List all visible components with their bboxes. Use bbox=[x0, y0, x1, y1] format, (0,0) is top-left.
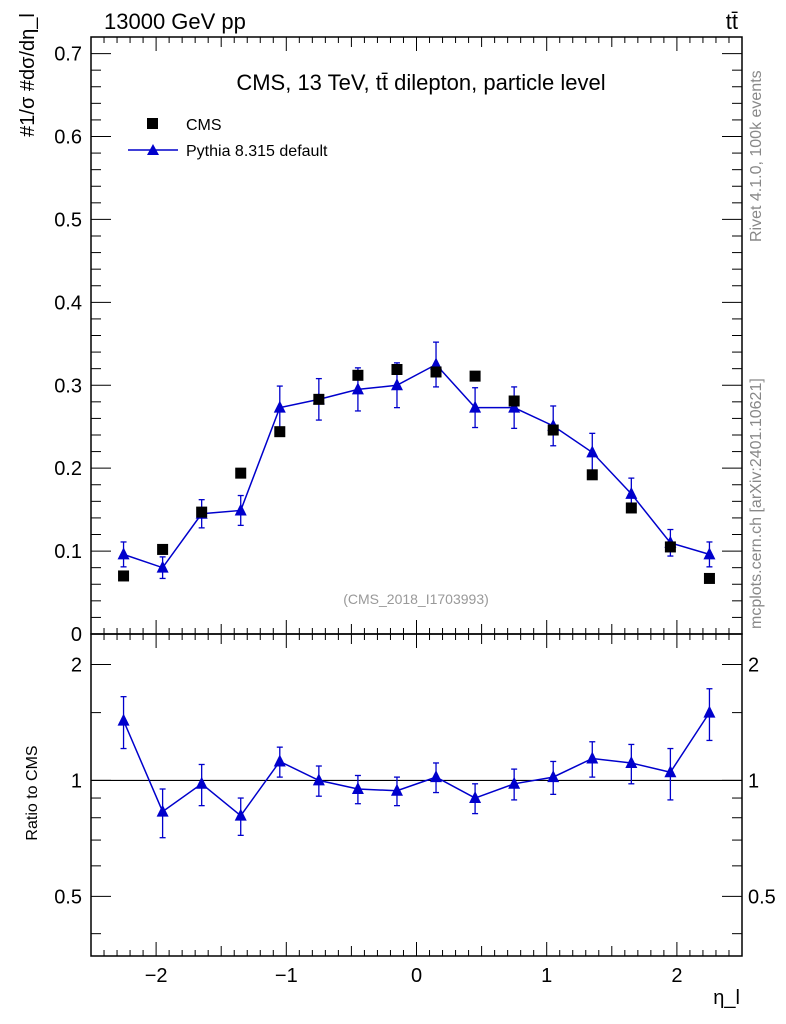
pythia-point bbox=[625, 486, 638, 499]
ratio-point bbox=[234, 808, 247, 821]
ratio-point bbox=[312, 773, 325, 786]
rivet-version-label: Rivet 4.1.0, 100k events bbox=[748, 70, 765, 242]
ratio-y-tick-label-right: 2 bbox=[748, 654, 759, 676]
x-tick-label: −2 bbox=[145, 965, 168, 987]
ratio-y-axis-label: Ratio to CMS bbox=[24, 745, 41, 840]
ratio-point bbox=[195, 776, 208, 789]
legend-marker-cms bbox=[147, 118, 158, 129]
ratio-point bbox=[469, 791, 482, 804]
pythia-point bbox=[469, 400, 482, 413]
ratio-point bbox=[351, 781, 364, 794]
mcplots-label: mcplots.cern.ch [arXiv:2401.10621] bbox=[748, 378, 765, 629]
ratio-plot-frame bbox=[90, 633, 743, 957]
ratio-point bbox=[117, 713, 130, 726]
x-tick-label: −1 bbox=[275, 965, 298, 987]
x-axis-label: η_l bbox=[713, 987, 740, 1009]
cms-point bbox=[625, 502, 637, 514]
ratio-point bbox=[273, 754, 286, 767]
header-right-label: tt̄ bbox=[726, 9, 738, 34]
ratio-point bbox=[625, 755, 638, 768]
pythia-point bbox=[390, 378, 403, 391]
pythia-point bbox=[508, 400, 521, 413]
legend-marker-pythia bbox=[147, 144, 159, 155]
cms-point bbox=[547, 424, 559, 436]
cms-point bbox=[352, 369, 364, 381]
cms-point bbox=[196, 506, 208, 518]
y-tick-label: 0.4 bbox=[54, 292, 82, 314]
main-axes: 0 0.1 0.2 0.3 0.4 0.5 0.6 0.7 bbox=[54, 36, 743, 646]
analysis-watermark: (CMS_2018_I1703993) bbox=[343, 591, 489, 607]
ratio-data bbox=[117, 688, 716, 839]
ratio-y-tick-label-right: 0.5 bbox=[748, 886, 776, 908]
cms-point bbox=[157, 543, 169, 555]
legend-label-cms: CMS bbox=[186, 117, 222, 134]
plot-title: CMS, 13 TeV, tt̄ dilepton, particle leve… bbox=[236, 70, 605, 95]
x-tick-label: 1 bbox=[541, 965, 552, 987]
y-tick-label: 0.5 bbox=[54, 209, 82, 231]
x-tick-label: 0 bbox=[411, 965, 422, 987]
cms-point bbox=[469, 370, 481, 382]
y-tick-label: 0.1 bbox=[54, 541, 82, 563]
ratio-point bbox=[390, 783, 403, 796]
y-tick-label: 0.7 bbox=[54, 44, 82, 66]
ratio-y-tick-label: 1 bbox=[71, 770, 82, 792]
ratio-y-tick-label-right: 1 bbox=[748, 770, 759, 792]
pythia-point bbox=[586, 445, 599, 458]
y-tick-label: 0.2 bbox=[54, 458, 82, 480]
ratio-line bbox=[122, 712, 711, 817]
pythia-point bbox=[351, 382, 364, 395]
pythia-point bbox=[117, 547, 130, 560]
cms-point bbox=[586, 469, 598, 481]
legend-label-pythia: Pythia 8.315 default bbox=[186, 143, 328, 160]
pythia-point bbox=[273, 400, 286, 413]
cms-point bbox=[235, 467, 247, 479]
ratio-y-tick-label: 2 bbox=[71, 654, 82, 676]
cms-point bbox=[391, 363, 403, 375]
y-tick-label: 0.6 bbox=[54, 127, 82, 149]
ratio-y-tick-label: 0.5 bbox=[54, 886, 82, 908]
y-axis-label: #1/σ #dσ/dη_l bbox=[17, 13, 39, 137]
pythia-point bbox=[156, 560, 169, 573]
ratio-axes: −2 −1 0 1 2 0.5 0.5 1 1 2 2 bbox=[54, 634, 776, 987]
cms-point bbox=[274, 426, 286, 438]
cms-point bbox=[664, 541, 676, 553]
ratio-point bbox=[703, 705, 716, 718]
pythia-point bbox=[234, 503, 247, 516]
legend: CMS Pythia 8.315 default bbox=[128, 117, 328, 160]
cms-point bbox=[703, 572, 715, 584]
pythia-line bbox=[123, 363, 710, 569]
cms-point bbox=[118, 570, 130, 582]
cms-point bbox=[313, 393, 325, 405]
y-tick-label: 0.3 bbox=[54, 375, 82, 397]
ratio-point bbox=[586, 751, 599, 764]
header-left-label: 13000 GeV pp bbox=[104, 9, 246, 34]
ratio-point bbox=[547, 770, 560, 783]
cms-point bbox=[430, 366, 442, 378]
x-tick-label: 2 bbox=[671, 965, 682, 987]
ratio-point bbox=[508, 776, 521, 789]
pythia-point bbox=[703, 547, 716, 560]
ratio-point bbox=[664, 765, 677, 778]
cms-point bbox=[508, 395, 520, 407]
ratio-point bbox=[156, 804, 169, 817]
main-data bbox=[117, 341, 716, 584]
ratio-point bbox=[430, 770, 443, 783]
y-tick-label: 0 bbox=[71, 624, 82, 646]
